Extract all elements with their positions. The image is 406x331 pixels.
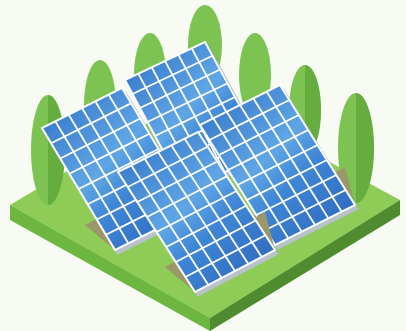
solar-panel [198,83,359,250]
panel-frame-bottom [275,205,359,250]
panel-grid-line [165,204,247,248]
panel-grid-line [208,99,290,141]
panel-grid-line [50,102,132,145]
panel-frame-bottom [195,250,279,297]
panel-grid-line [147,82,228,123]
panel-grid-line [78,148,159,190]
solar-panel [116,130,279,297]
panel-grid-line [255,174,337,216]
ground-left-side [10,205,210,331]
panel-grid-line [218,114,300,156]
panel-grid-line [246,159,328,201]
panel-grid-line [68,132,150,175]
panel-grid-line [139,68,221,109]
panel-grid-line [227,129,309,171]
panel-grid-line [136,160,218,203]
panel-grid-line [184,234,266,278]
panel-grid-line [59,117,141,160]
panel-grid-line [154,96,236,137]
panel-grid-line [127,145,209,188]
panel-grid-line [132,54,213,95]
panel-grid-line [237,144,318,186]
solar-panels [40,40,359,297]
ground-right-side [210,200,400,331]
panel-grid-line [265,189,347,231]
panel-grid-line [156,190,237,233]
tree-shade [356,93,374,203]
panel-grid-line [146,175,228,218]
panel-grid-line [175,219,257,263]
